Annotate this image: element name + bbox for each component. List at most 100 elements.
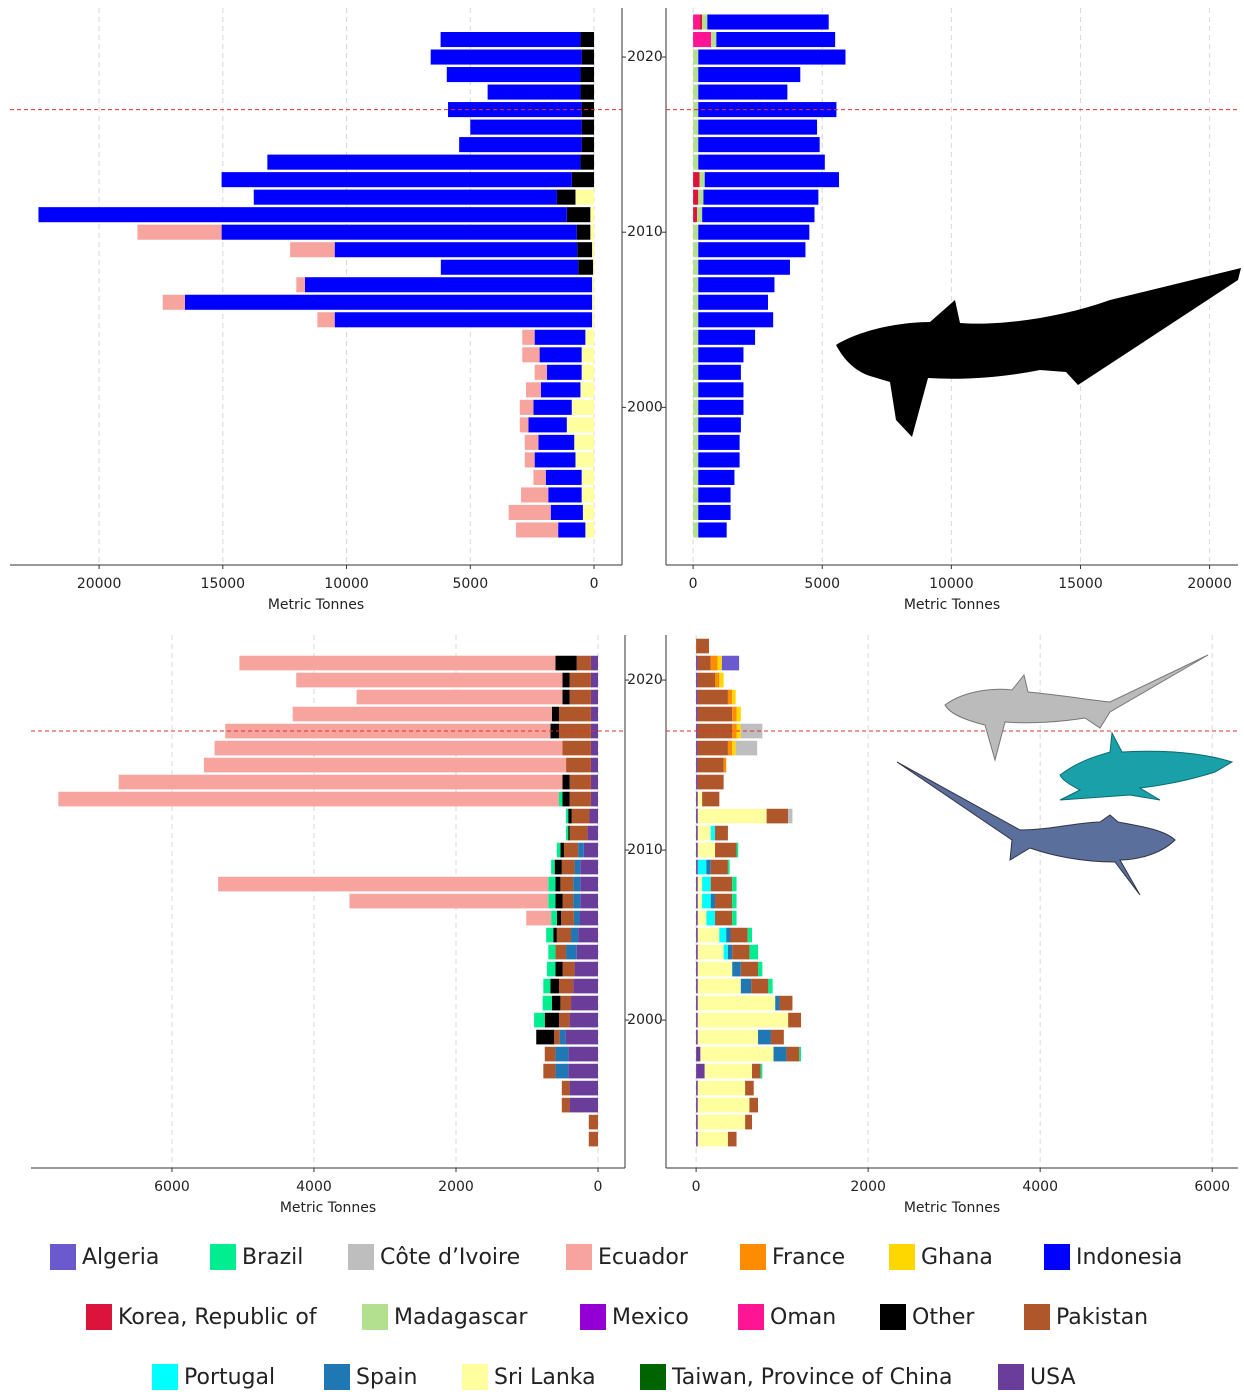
bar-segment bbox=[561, 910, 574, 926]
legend-swatch bbox=[348, 1244, 374, 1270]
bar-segment bbox=[696, 1097, 698, 1113]
bar-segment bbox=[773, 1046, 787, 1062]
panel: 0 2000 4000 6000 Metric Tonnes bbox=[662, 635, 1238, 1216]
bar-segment bbox=[697, 944, 724, 960]
bar-segment bbox=[696, 927, 698, 943]
bar-segment bbox=[775, 995, 780, 1011]
bar-segment bbox=[693, 417, 699, 433]
x-tick-label: 2000 bbox=[850, 1179, 886, 1195]
bar-segment bbox=[590, 655, 599, 671]
bar-segment bbox=[560, 842, 564, 858]
bar-segment bbox=[521, 487, 549, 503]
bar-segment bbox=[697, 825, 711, 841]
bar-segment bbox=[225, 723, 551, 739]
bar-segment bbox=[697, 774, 724, 790]
bar-segment bbox=[522, 329, 535, 345]
bar-segment bbox=[534, 364, 548, 380]
bar-segment bbox=[693, 504, 699, 520]
y-tick-label: 2020 bbox=[627, 49, 663, 65]
bar-segment bbox=[696, 1029, 698, 1045]
bar-segment bbox=[546, 961, 556, 977]
bar-segment bbox=[740, 978, 752, 994]
legend-label: Oman bbox=[770, 1305, 836, 1330]
bar-segment bbox=[590, 224, 595, 240]
x-tick-label: 0 bbox=[594, 1179, 603, 1195]
bar-segment bbox=[38, 207, 567, 223]
bar-segment bbox=[758, 1029, 771, 1045]
bar-segment bbox=[693, 172, 700, 188]
bar-segment bbox=[736, 706, 741, 722]
shark-illustrations bbox=[836, 268, 1241, 896]
bar-segment bbox=[696, 207, 703, 223]
bar-segment bbox=[697, 1114, 746, 1130]
bar-segment bbox=[766, 808, 789, 824]
bar-segment bbox=[578, 259, 594, 275]
bar-segment bbox=[698, 434, 740, 450]
bar-segment bbox=[525, 382, 541, 398]
bar-segment bbox=[696, 757, 698, 773]
bar-segment bbox=[721, 655, 740, 671]
bar-segment bbox=[693, 452, 699, 468]
bar-segment bbox=[526, 910, 552, 926]
bar-segment bbox=[693, 224, 699, 240]
bar-segment bbox=[698, 382, 744, 398]
bar-segment bbox=[707, 14, 829, 30]
bar-segment bbox=[585, 522, 595, 538]
shark-silhouette bbox=[836, 268, 1241, 437]
bar-segment bbox=[696, 1114, 698, 1130]
bar-segment bbox=[697, 655, 711, 671]
bar-segment bbox=[184, 294, 593, 310]
bar-segment bbox=[487, 84, 581, 100]
bar-segment bbox=[574, 859, 581, 875]
bar-segment bbox=[745, 1080, 754, 1096]
bar-segment bbox=[696, 961, 698, 977]
bar-segment bbox=[697, 1029, 759, 1045]
legend-label: Other bbox=[912, 1305, 975, 1330]
bar-segment bbox=[693, 14, 700, 30]
legend-swatch bbox=[152, 1364, 178, 1390]
bar-segment bbox=[696, 944, 698, 960]
bar-segment bbox=[697, 1080, 746, 1096]
bar-segment bbox=[543, 1063, 556, 1079]
bar-segment bbox=[697, 978, 741, 994]
bar-segment bbox=[576, 224, 591, 240]
bar-segment bbox=[571, 399, 595, 415]
bar-segment bbox=[786, 1046, 800, 1062]
bar-segment bbox=[697, 1131, 728, 1147]
bar-segment bbox=[592, 277, 595, 293]
bar-segment bbox=[524, 452, 535, 468]
bar-segment bbox=[740, 961, 759, 977]
bar-segment bbox=[579, 910, 599, 926]
bar-segment bbox=[697, 672, 716, 688]
bar-segment bbox=[304, 277, 593, 293]
bar-segment bbox=[715, 893, 733, 909]
bar-segment bbox=[560, 876, 574, 892]
x-axis-label: Metric Tonnes bbox=[904, 1200, 1000, 1216]
legend-label: Indonesia bbox=[1076, 1245, 1182, 1270]
shark-gray bbox=[944, 654, 1209, 762]
bar-segment bbox=[698, 277, 775, 293]
bar-segment bbox=[580, 154, 595, 170]
x-tick-label: 20000 bbox=[1187, 576, 1232, 592]
legend-label: Pakistan bbox=[1056, 1305, 1148, 1330]
bar-segment bbox=[560, 995, 572, 1011]
legend: Algeria Brazil Côte d’Ivoire Ecuador France G… bbox=[50, 1244, 1182, 1390]
bar-segment bbox=[253, 189, 557, 205]
bar-segment bbox=[696, 825, 698, 841]
bar-segment bbox=[710, 655, 718, 671]
bar-segment bbox=[732, 706, 737, 722]
bar-segment bbox=[592, 312, 595, 328]
x-tick-label: 10000 bbox=[929, 576, 974, 592]
bar-segment bbox=[568, 1046, 599, 1062]
bar-segment bbox=[580, 893, 599, 909]
legend-label: Korea, Republic of bbox=[118, 1305, 318, 1330]
bar-segment bbox=[727, 944, 733, 960]
bar-segment bbox=[698, 504, 731, 520]
x-tick-label: 2000 bbox=[438, 1179, 474, 1195]
bar-segment bbox=[693, 242, 699, 258]
x-tick-label: 0 bbox=[689, 576, 698, 592]
panel: 0 5000 10000 15000 20000 Metric Tonnes 2000 201… bbox=[10, 8, 663, 613]
legend-swatch bbox=[738, 1304, 764, 1330]
legend-swatch bbox=[1024, 1304, 1050, 1330]
